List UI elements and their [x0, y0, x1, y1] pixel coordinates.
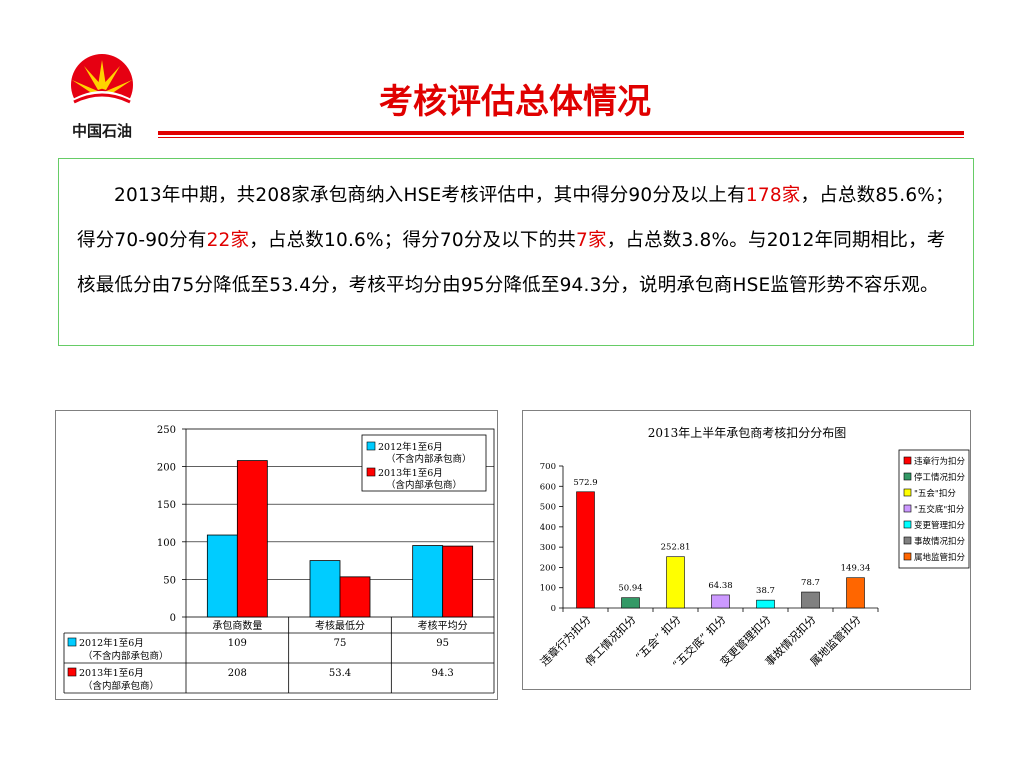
title-divider: [158, 131, 964, 135]
legend-swatch: [903, 488, 912, 497]
summary-highlight: 7家: [576, 230, 607, 251]
petrochina-emblem-icon: [71, 54, 133, 118]
summary-paragraph: 2013年中期，共208家承包商纳入HSE考核评估中，其中得分90分及以上有17…: [77, 173, 955, 308]
bar: [576, 491, 595, 609]
comparison-chart-frame: 0 50 100 150 200 250 2012年1至6月 （不含内部承包商） 2013年1至…: [55, 410, 498, 700]
legend-swatch: [903, 472, 912, 481]
bar: [621, 597, 640, 609]
bar: [756, 599, 775, 609]
summary-text: ，占总数3.8%。与2012年同期相比，考核最低分由75分降低至53.4分，考核…: [77, 230, 946, 296]
table-series-label: 2012年1至6月: [79, 637, 144, 649]
table-cell-value: 109: [228, 638, 247, 649]
bar: [339, 576, 371, 618]
table-cell-value: 75: [334, 638, 347, 649]
legend-swatch: [903, 456, 912, 465]
legend-box: [361, 434, 487, 492]
y-tick-label: 400: [540, 523, 556, 533]
bar: [711, 594, 730, 609]
bar-value-label: 252.81: [661, 543, 691, 553]
legend-label: 属地监管扣分: [914, 552, 966, 563]
bar: [412, 545, 444, 618]
bar: [236, 460, 268, 618]
legend-label: （含内部承包商）: [386, 479, 462, 491]
bar: [442, 545, 474, 618]
legend-swatch: [903, 520, 912, 529]
summary-highlight: 22家: [206, 230, 250, 251]
legend-swatch: [366, 467, 376, 477]
deduction-chart: 2013年上半年承包商考核扣分分布图 0 100 200 300 400 500 600 700…: [537, 425, 970, 671]
company-logo: 中国石油: [52, 52, 152, 144]
bar-value-label: 78.7: [801, 578, 820, 588]
bar-value-label: 572.9: [573, 478, 597, 488]
y-tick-label: 700: [540, 462, 556, 472]
comparison-chart: 0501001502002502012年1至6月（不含内部承包商）2013年1至…: [63, 425, 495, 694]
x-category-label: 考核平均分: [418, 619, 468, 632]
bar: [666, 556, 685, 609]
y-tick-label: 0: [170, 613, 176, 624]
table-cell-value: 94.3: [432, 668, 454, 679]
y-tick-label: 300: [540, 543, 556, 553]
y-tick-label: 100: [157, 538, 176, 549]
summary-text: ，占总数10.6%；得分70分及以下的共: [249, 230, 577, 251]
legend-swatch: [366, 441, 376, 451]
chart-title: 2013年上半年承包商考核扣分分布图: [648, 425, 847, 440]
y-tick-label: 200: [540, 563, 556, 573]
bar-value-label: 149.34: [841, 564, 871, 574]
table-series-label: （不含内部承包商）: [83, 650, 169, 662]
y-tick-label: 250: [157, 425, 176, 436]
y-tick-label: 0: [551, 604, 556, 614]
legend-label: 2013年1至6月: [378, 467, 443, 479]
page-title: 考核评估总体情况: [379, 82, 651, 122]
table-series-label: （含内部承包商）: [83, 680, 159, 692]
legend-label: 事故情况扣分: [914, 536, 966, 547]
legend-label: 2012年1至6月: [378, 441, 443, 453]
legend-swatch: [903, 504, 912, 513]
summary-highlight: 178家: [745, 185, 801, 206]
legend-label: （不含内部承包商）: [386, 453, 472, 465]
legend-label: 停工情况扣分: [914, 472, 966, 483]
deduction-chart-frame: 2013年上半年承包商考核扣分分布图 0 100 200 300 400 500 600 700…: [522, 410, 971, 690]
legend-swatch: [903, 552, 912, 561]
table-cell-value: 208: [228, 668, 247, 679]
table-swatch: [67, 667, 77, 677]
summary-text: ，占总数85.6%；得分70-90分有: [77, 185, 954, 251]
y-tick-label: 200: [157, 463, 176, 474]
y-tick-label: 100: [540, 584, 556, 594]
bar-value-label: 38.7: [756, 586, 775, 596]
table-cell-value: 95: [436, 638, 449, 649]
bar-value-label: 64.38: [708, 581, 732, 591]
x-category-label: 考核最低分: [315, 619, 365, 632]
table-series-label: 2013年1至6月: [79, 667, 144, 679]
table-cell-value: 53.4: [329, 668, 351, 679]
y-tick-label: 150: [157, 500, 176, 511]
legend-label: 变更管理扣分: [914, 520, 966, 531]
bar: [801, 591, 820, 609]
bar: [309, 560, 341, 618]
legend-swatch: [903, 536, 912, 545]
title-divider-thin: [158, 137, 964, 138]
summary-text: 2013年中期，共208家承包商纳入HSE考核评估中，其中得分90分及以上有: [114, 185, 746, 206]
table-swatch: [67, 637, 77, 647]
summary-box: 2013年中期，共208家承包商纳入HSE考核评估中，其中得分90分及以上有17…: [58, 158, 974, 346]
y-tick-label: 500: [540, 503, 556, 513]
bar: [206, 534, 238, 618]
y-tick-label: 50: [163, 575, 176, 586]
logo-text: 中国石油: [71, 122, 132, 140]
legend-label: "五会"扣分: [914, 488, 956, 499]
bar: [846, 577, 865, 609]
legend-label: 违章行为扣分: [914, 456, 966, 467]
x-category-label: 承包商数量: [212, 619, 262, 632]
bar-value-label: 50.94: [618, 584, 642, 594]
legend-label: "五交底"扣分: [914, 504, 965, 515]
y-tick-label: 600: [540, 482, 556, 492]
